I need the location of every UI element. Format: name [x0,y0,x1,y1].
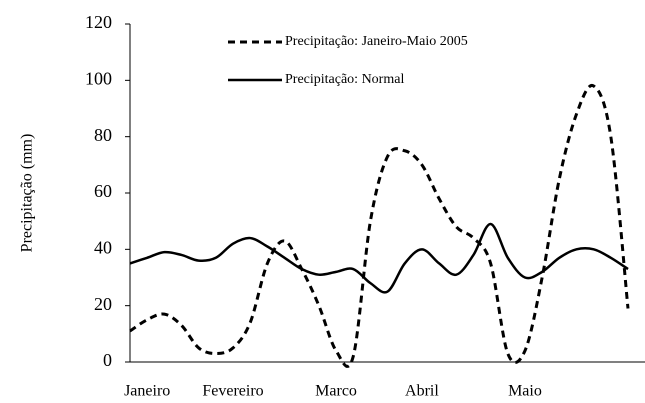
series-line [129,83,630,368]
legend-label: Precipitação: Janeiro-Maio 2005 [285,34,468,49]
x-tick-label: Maio [508,383,542,400]
y-tick-label: 80 [94,125,112,145]
y-tick-label: 100 [85,68,112,88]
legend-label: Precipitação: Normal [285,72,404,87]
x-tick-label: Fevereiro [202,383,263,400]
y-tick-label: 20 [94,294,112,314]
y-tick-label: 40 [94,237,112,257]
y-tick-label: 120 [85,12,112,32]
x-tick-label: Marco [315,383,357,400]
x-tick-label: Abril [405,383,439,400]
y-axis-label: Precipitação (mm) [19,134,36,253]
x-tick-label: Janeiro [124,383,170,400]
y-tick-label: 0 [103,350,112,370]
y-tick-label: 60 [94,181,112,201]
series-line [129,222,629,294]
